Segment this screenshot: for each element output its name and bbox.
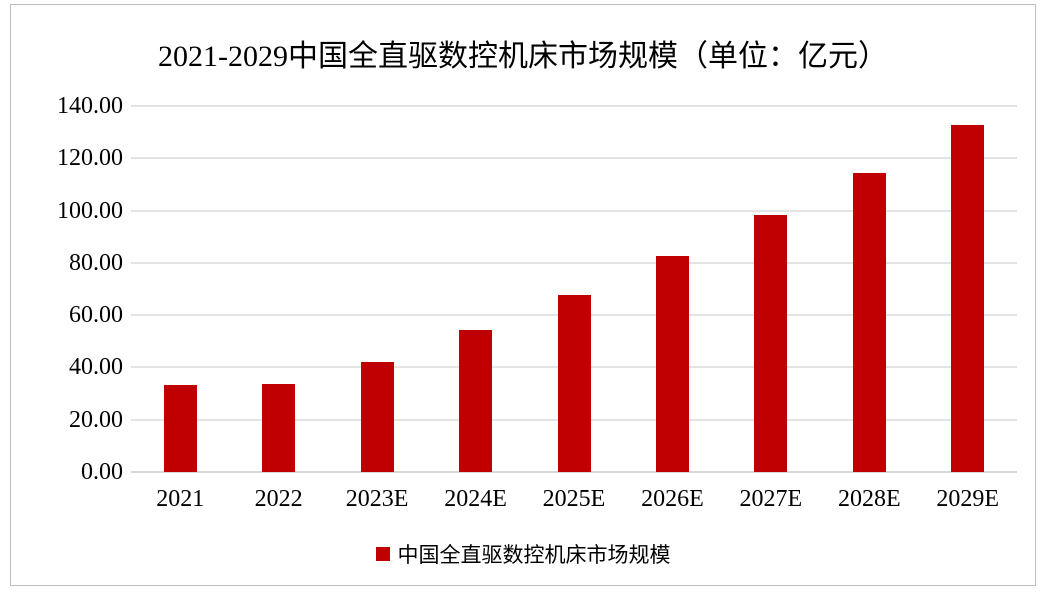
legend-series-label: 中国全直驱数控机床市场规模 [397,543,671,567]
gridline-80 [131,261,1017,264]
y-tick-label-60: 60.00 [69,302,123,329]
x-tick-label-2028E: 2028E [837,486,901,512]
y-tick-label-20: 20.00 [69,406,123,433]
chart-title: 2021-2029中国全直驱数控机床市场规模（单位：亿元） [158,40,888,73]
chart-frame: 2021-2029中国全直驱数控机床市场规模（单位：亿元） 中国全直驱数控机床市… [10,4,1036,586]
bar-2027E [754,214,788,472]
y-tick-label-100: 100.00 [57,197,123,224]
bar-2026E [655,255,689,472]
x-tick-label-2024E: 2024E [444,486,507,512]
gridline-0 [131,471,1017,473]
x-tick-label-2027E: 2027E [739,486,803,512]
bar-2029E [951,124,985,472]
bar-2023E [360,361,394,472]
y-tick-label-0: 0.00 [81,459,123,485]
y-tick-label-40: 40.00 [69,354,123,381]
legend: 中国全直驱数控机床市场规模 [11,539,1035,569]
x-tick-label-2026E: 2026E [641,486,704,512]
y-tick-label-80: 80.00 [69,249,123,276]
plot-area [131,105,1017,473]
bar-2022 [262,383,296,472]
bar-2024E [459,329,493,472]
gridline-100 [131,209,1017,212]
y-tick-label-140: 140.00 [57,93,123,119]
x-tick-label-2022: 2022 [254,486,303,512]
x-tick-label-2021: 2021 [156,486,205,512]
y-tick-label-120: 120.00 [57,145,123,172]
x-tick-label-2029E: 2029E [936,486,1000,512]
bar-2025E [557,295,591,472]
legend-marker-square [375,547,390,561]
bar-2021 [163,384,197,472]
x-tick-label-2023E: 2023E [345,486,409,512]
gridline-120 [131,157,1017,160]
x-tick-label-2025E: 2025E [542,486,606,512]
bar-2028E [852,173,886,472]
gridline-140 [131,105,1017,107]
